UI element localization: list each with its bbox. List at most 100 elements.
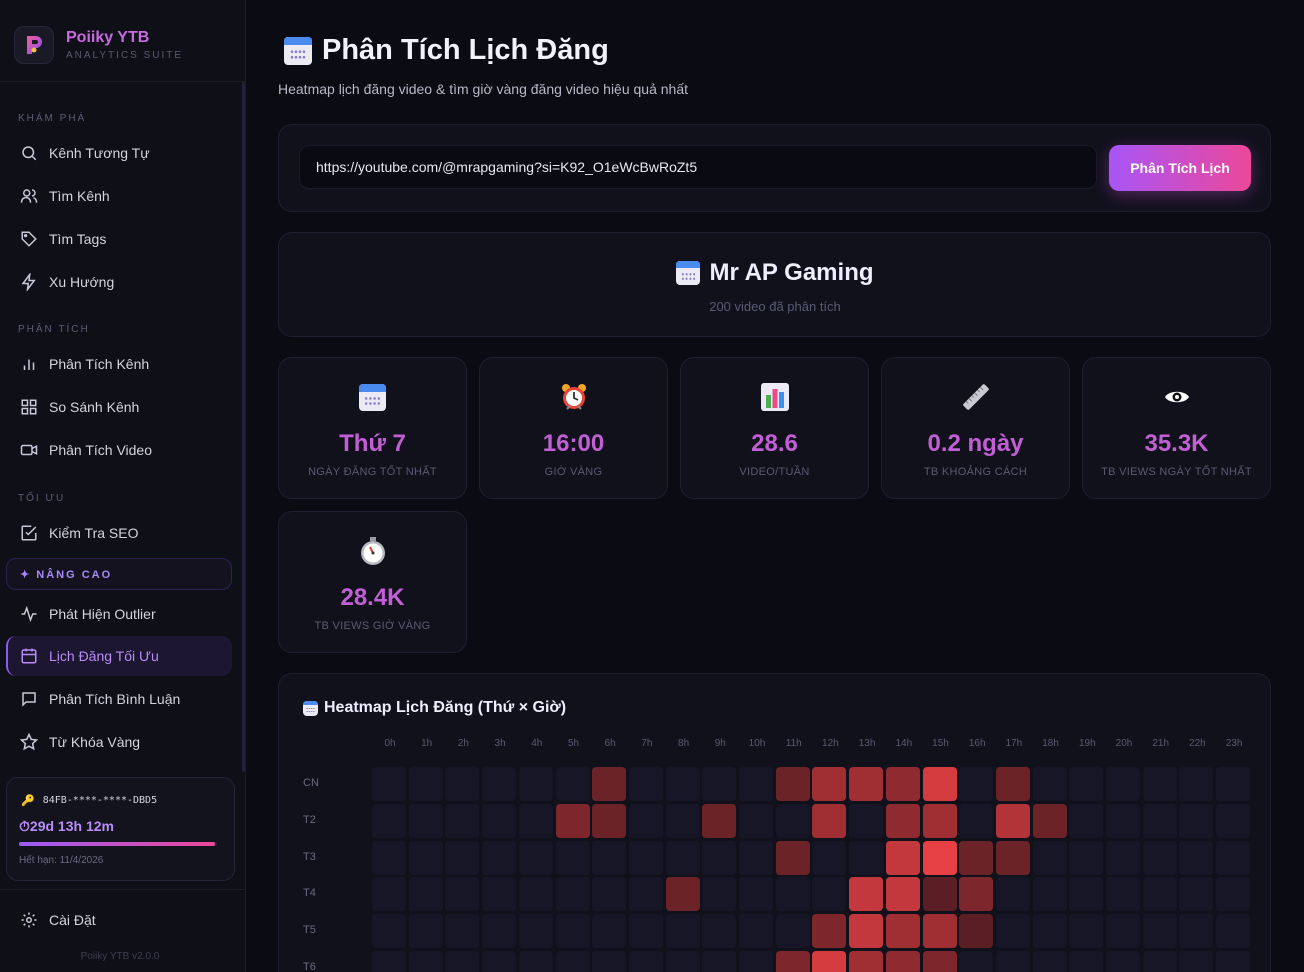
- heatmap-cell[interactable]: [959, 877, 994, 912]
- heatmap-cell[interactable]: [445, 840, 480, 875]
- heatmap-cell[interactable]: [1142, 767, 1177, 801]
- heatmap-cell[interactable]: [408, 840, 443, 875]
- heatmap-cell[interactable]: [628, 951, 663, 972]
- heatmap-cell[interactable]: [812, 951, 847, 972]
- heatmap-cell[interactable]: [702, 951, 737, 972]
- heatmap-cell[interactable]: [959, 767, 994, 801]
- heatmap-cell[interactable]: [702, 803, 737, 838]
- heatmap-cell[interactable]: [775, 914, 810, 949]
- heatmap-cell[interactable]: [885, 767, 920, 801]
- heatmap-cell[interactable]: [1142, 840, 1177, 875]
- heatmap-cell[interactable]: [1069, 840, 1104, 875]
- heatmap-cell[interactable]: [665, 840, 700, 875]
- heatmap-cell[interactable]: [408, 803, 443, 838]
- heatmap-cell[interactable]: [482, 767, 517, 801]
- heatmap-cell[interactable]: [702, 877, 737, 912]
- heatmap-cell[interactable]: [849, 840, 884, 875]
- heatmap-cell[interactable]: [1106, 877, 1140, 912]
- heatmap-cell[interactable]: [592, 840, 627, 875]
- heatmap-cell[interactable]: [555, 951, 590, 972]
- heatmap-cell[interactable]: [665, 951, 700, 972]
- heatmap-cell[interactable]: [959, 951, 994, 972]
- heatmap-cell[interactable]: [812, 840, 847, 875]
- heatmap-cell[interactable]: [922, 877, 957, 912]
- heatmap-cell[interactable]: [518, 767, 553, 801]
- heatmap-cell[interactable]: [482, 914, 517, 949]
- heatmap-cell[interactable]: [592, 951, 627, 972]
- heatmap-cell[interactable]: [372, 877, 406, 912]
- sidebar-item-seo-check[interactable]: Kiểm Tra SEO: [6, 513, 232, 553]
- heatmap-cell[interactable]: [592, 767, 627, 801]
- heatmap-cell[interactable]: [1216, 914, 1251, 949]
- heatmap-cell[interactable]: [1179, 803, 1214, 838]
- heatmap-cell[interactable]: [739, 840, 773, 875]
- heatmap-cell[interactable]: [482, 803, 517, 838]
- heatmap-cell[interactable]: [1179, 914, 1214, 949]
- heatmap-cell[interactable]: [1216, 840, 1251, 875]
- heatmap-cell[interactable]: [408, 767, 443, 801]
- heatmap-cell[interactable]: [555, 767, 590, 801]
- heatmap-cell[interactable]: [628, 914, 663, 949]
- heatmap-cell[interactable]: [555, 877, 590, 912]
- heatmap-cell[interactable]: [1069, 767, 1104, 801]
- heatmap-cell[interactable]: [628, 877, 663, 912]
- heatmap-cell[interactable]: [959, 803, 994, 838]
- heatmap-cell[interactable]: [812, 914, 847, 949]
- sidebar-item-find-channels[interactable]: Tìm Kênh: [6, 176, 232, 216]
- heatmap-cell[interactable]: [372, 914, 406, 949]
- heatmap-cell[interactable]: [812, 877, 847, 912]
- sidebar-item-comments[interactable]: Phân Tích Bình Luận: [6, 679, 232, 719]
- heatmap-cell[interactable]: [775, 951, 810, 972]
- heatmap-cell[interactable]: [1032, 767, 1067, 801]
- sidebar-item-video-analysis[interactable]: Phân Tích Video: [6, 430, 232, 470]
- heatmap-cell[interactable]: [775, 767, 810, 801]
- heatmap-cell[interactable]: [775, 803, 810, 838]
- heatmap-cell[interactable]: [1142, 914, 1177, 949]
- heatmap-cell[interactable]: [445, 951, 480, 972]
- heatmap-cell[interactable]: [1216, 951, 1251, 972]
- heatmap-cell[interactable]: [555, 914, 590, 949]
- heatmap-cell[interactable]: [1179, 951, 1214, 972]
- heatmap-cell[interactable]: [1032, 803, 1067, 838]
- heatmap-cell[interactable]: [1069, 951, 1104, 972]
- heatmap-cell[interactable]: [995, 951, 1030, 972]
- heatmap-cell[interactable]: [482, 877, 517, 912]
- heatmap-cell[interactable]: [1142, 877, 1177, 912]
- heatmap-cell[interactable]: [702, 767, 737, 801]
- heatmap-cell[interactable]: [1069, 914, 1104, 949]
- heatmap-cell[interactable]: [885, 803, 920, 838]
- heatmap-cell[interactable]: [1106, 803, 1140, 838]
- heatmap-cell[interactable]: [592, 877, 627, 912]
- heatmap-cell[interactable]: [555, 840, 590, 875]
- heatmap-cell[interactable]: [445, 914, 480, 949]
- sidebar-item-settings[interactable]: Cài Đặt: [6, 900, 232, 940]
- heatmap-cell[interactable]: [1179, 767, 1214, 801]
- heatmap-cell[interactable]: [995, 803, 1030, 838]
- heatmap-cell[interactable]: [922, 803, 957, 838]
- heatmap-cell[interactable]: [518, 951, 553, 972]
- heatmap-cell[interactable]: [518, 914, 553, 949]
- heatmap-cell[interactable]: [849, 767, 884, 801]
- heatmap-cell[interactable]: [408, 914, 443, 949]
- heatmap-cell[interactable]: [592, 914, 627, 949]
- heatmap-cell[interactable]: [995, 767, 1030, 801]
- heatmap-cell[interactable]: [482, 840, 517, 875]
- sidebar-item-compare-channels[interactable]: So Sánh Kênh: [6, 387, 232, 427]
- heatmap-cell[interactable]: [995, 840, 1030, 875]
- heatmap-cell[interactable]: [665, 767, 700, 801]
- heatmap-cell[interactable]: [885, 840, 920, 875]
- heatmap-cell[interactable]: [849, 914, 884, 949]
- heatmap-cell[interactable]: [922, 840, 957, 875]
- heatmap-cell[interactable]: [739, 767, 773, 801]
- heatmap-cell[interactable]: [372, 767, 406, 801]
- heatmap-cell[interactable]: [665, 877, 700, 912]
- heatmap-cell[interactable]: [1216, 877, 1251, 912]
- heatmap-cell[interactable]: [922, 767, 957, 801]
- brand[interactable]: Poiiky YTB ANALYTICS SUITE: [14, 26, 183, 64]
- heatmap-cell[interactable]: [739, 914, 773, 949]
- heatmap-cell[interactable]: [628, 840, 663, 875]
- heatmap-cell[interactable]: [959, 840, 994, 875]
- heatmap-cell[interactable]: [1106, 951, 1140, 972]
- heatmap-cell[interactable]: [775, 877, 810, 912]
- heatmap-cell[interactable]: [1032, 840, 1067, 875]
